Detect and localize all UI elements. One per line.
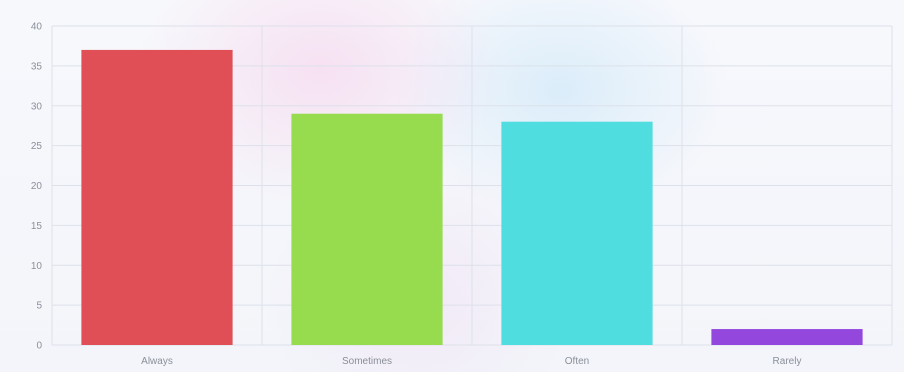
x-tick-label: Always — [141, 356, 173, 367]
y-tick-label: 40 — [31, 22, 43, 33]
bar-layer — [81, 49, 863, 346]
y-tick-label: 20 — [31, 181, 43, 192]
x-tick-label: Rarely — [773, 356, 802, 367]
y-tick-label: 30 — [31, 101, 43, 112]
y-tick-label: 15 — [31, 221, 43, 232]
bar-often — [501, 121, 653, 345]
bar-always — [81, 49, 233, 346]
y-tick-label: 0 — [36, 341, 42, 352]
x-tick-label: Sometimes — [342, 356, 392, 367]
bar-sometimes — [291, 113, 443, 345]
y-tick-label: 35 — [31, 61, 43, 72]
bar-rarely — [711, 329, 863, 345]
y-tick-label: 25 — [31, 141, 43, 152]
y-tick-label: 10 — [31, 261, 43, 272]
x-tick-label: Often — [565, 356, 589, 367]
label-layer: 0 5 10 15 20 25 30 35 40 Always Sometimes Often Rare… — [31, 22, 802, 368]
y-tick-label: 5 — [36, 301, 42, 312]
